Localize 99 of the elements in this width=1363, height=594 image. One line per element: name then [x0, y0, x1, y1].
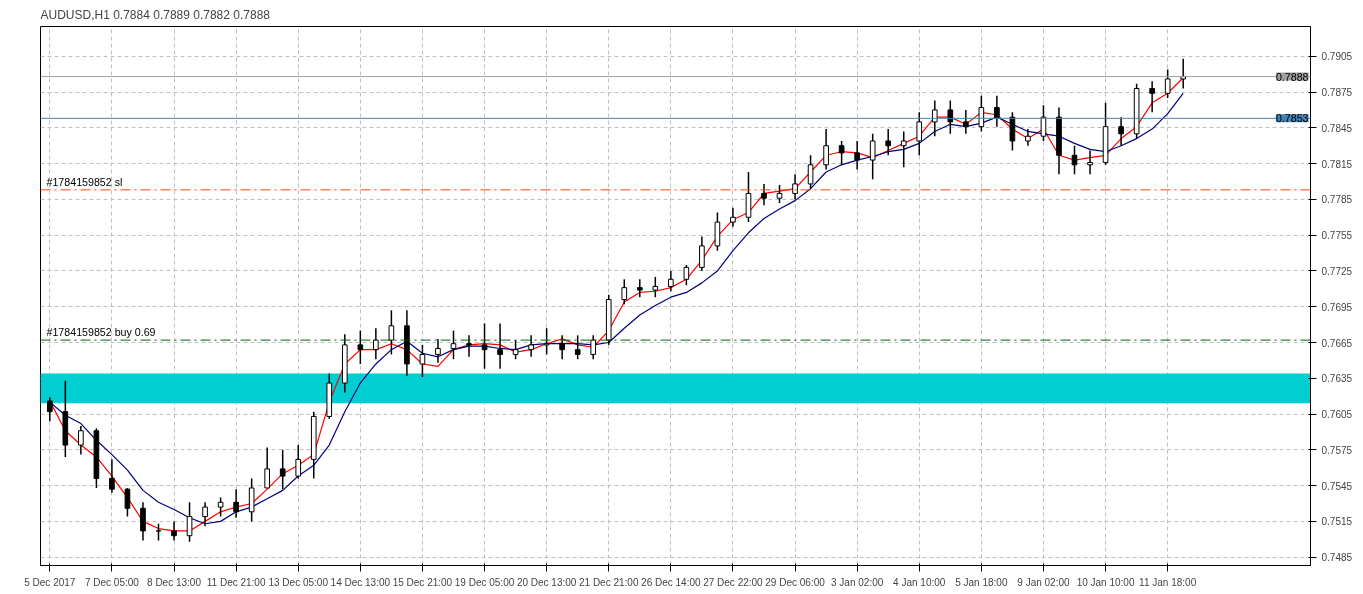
x-tick-label: 29 Dec 06:00	[765, 576, 826, 588]
x-tick-label: 11 Jan 18:00	[1139, 576, 1197, 588]
candlestick	[652, 276, 659, 298]
candlestick	[559, 334, 565, 360]
chart-title: AUDUSD,H1 0.7884 0.7889 0.7882 0.7888	[40, 7, 271, 22]
x-tick-label: 14 Dec 13:00	[330, 576, 391, 588]
candlestick	[512, 339, 519, 360]
candlestick	[388, 309, 395, 356]
candlestick	[202, 501, 208, 527]
candlestick	[668, 270, 674, 292]
y-tick-label: 0.7815	[1321, 158, 1353, 170]
y-tick-label: 0.7635	[1321, 373, 1353, 385]
x-tick-label: 8 Dec 13:00	[147, 576, 202, 588]
x-tick-label: 3 Jan 02:00	[831, 576, 884, 588]
y-tick-label: 0.7605	[1321, 409, 1353, 421]
candlestick	[295, 444, 302, 480]
candlestick	[543, 327, 550, 356]
candlestick	[1149, 80, 1155, 114]
candlestick	[171, 520, 177, 542]
x-tick-label: 15 Dec 21:00	[392, 576, 453, 588]
candlestick	[186, 501, 193, 543]
x-tick-label: 13 Dec 05:00	[268, 576, 329, 588]
x-tick-label: 4 Jan 10:00	[893, 576, 946, 588]
candlestick	[590, 334, 597, 360]
candlestick	[217, 496, 224, 518]
ref-line-label: 0.7888	[1275, 70, 1309, 83]
candlestick	[109, 458, 115, 494]
x-tick-label: 9 Jan 02:00	[1017, 576, 1071, 588]
candlestick	[1164, 68, 1171, 99]
candlestick	[279, 449, 286, 490]
candlestick	[916, 111, 923, 157]
candlestick	[807, 154, 814, 190]
candlestick	[869, 133, 876, 180]
y-tick-label: 0.7875	[1321, 87, 1353, 99]
candlestick	[450, 329, 457, 360]
candlestick	[1118, 116, 1124, 147]
candlestick	[699, 235, 705, 272]
candlestick	[419, 344, 426, 378]
y-tick-label: 0.7725	[1321, 265, 1353, 277]
y-tick-label: 0.7845	[1321, 122, 1353, 134]
candlestick	[466, 334, 472, 358]
candlestick	[792, 173, 798, 201]
candlestick	[497, 322, 503, 370]
candlestick	[978, 94, 985, 133]
candlestick	[947, 99, 954, 135]
candlestick	[838, 140, 845, 166]
candlestick	[714, 211, 721, 252]
candlestick	[435, 338, 441, 364]
x-tick-label: 27 Dec 22:00	[703, 576, 764, 588]
candlestick	[931, 99, 938, 137]
ref-line-label: 0.7853	[1275, 112, 1309, 125]
y-tick-label: 0.7695	[1321, 301, 1353, 313]
candlestick	[481, 322, 488, 370]
y-tick-label: 0.7665	[1321, 337, 1353, 349]
candlestick	[761, 183, 767, 207]
candlestick	[357, 329, 364, 365]
x-tick-label: 5 Jan 18:00	[955, 576, 1008, 588]
candlestick	[264, 446, 270, 489]
candlestick	[1009, 111, 1016, 152]
candlestick	[124, 487, 131, 518]
candlestick	[248, 477, 255, 523]
candlestick	[745, 171, 752, 223]
y-tick-label: 0.7905	[1321, 51, 1353, 63]
y-tick-label: 0.7575	[1321, 444, 1353, 456]
candlestick	[46, 396, 53, 422]
y-tick-label: 0.7545	[1321, 480, 1353, 492]
x-tick-label: 20 Dec 13:00	[516, 576, 577, 588]
candlestick	[854, 140, 860, 171]
candlestick	[900, 130, 907, 168]
candlestick	[963, 109, 969, 135]
ref-line-label: #1784159852 buy 0.69	[46, 326, 156, 339]
candlestick	[373, 327, 379, 360]
x-tick-label: 19 Dec 05:00	[454, 576, 515, 588]
x-tick-label: 11 Dec 21:00	[206, 576, 266, 588]
candlestick	[823, 128, 829, 171]
candlestick	[730, 207, 736, 228]
x-tick-label: 26 Dec 14:00	[641, 576, 702, 588]
x-tick-label: 10 Jan 10:00	[1076, 576, 1135, 588]
x-tick-label: 5 Dec 2017	[24, 576, 76, 588]
y-tick-label: 0.7515	[1321, 516, 1353, 528]
x-tick-label: 21 Dec 21:00	[579, 576, 639, 588]
y-tick-label: 0.7755	[1321, 230, 1353, 242]
candlestick	[1087, 149, 1093, 176]
candlestick	[885, 128, 892, 157]
candlestick	[78, 425, 84, 456]
candlestick	[1180, 57, 1187, 90]
y-tick-label: 0.7785	[1321, 194, 1353, 206]
candlestick	[1040, 104, 1047, 142]
x-tick-label: 7 Dec 05:00	[84, 576, 140, 588]
ref-line-label: #1784159852 sl	[46, 175, 123, 188]
candlestick	[574, 334, 581, 360]
candlestick	[528, 334, 534, 358]
candlestick	[621, 278, 628, 306]
candlestick	[233, 488, 239, 519]
candlestick	[636, 278, 643, 298]
candlestick	[994, 94, 1000, 128]
candlestick	[683, 264, 690, 287]
candlestick	[140, 501, 146, 542]
y-tick-label: 0.7485	[1321, 552, 1353, 564]
